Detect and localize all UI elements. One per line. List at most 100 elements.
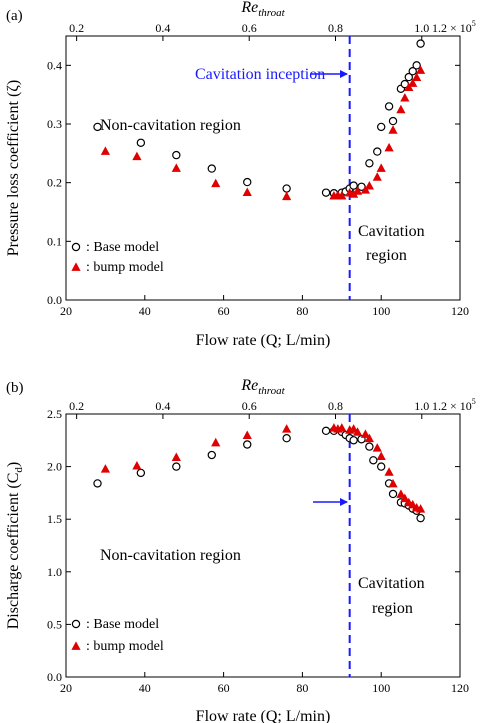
data-point-bump-model: [171, 452, 181, 462]
data-point-base-model: [321, 188, 331, 197]
y-tick-label: 2.0: [47, 460, 62, 474]
y-axis-label: Pressure loss coefficient (ζ): [5, 80, 22, 257]
data-point-base-model: [408, 66, 417, 76]
top-scale-exponent: 5: [472, 19, 476, 28]
data-point-base-model: [207, 450, 216, 460]
legend-item: : Base model: [71, 240, 159, 255]
top-tick-label: 0.4: [155, 21, 170, 35]
top-tick-label: 0.6: [242, 21, 257, 35]
data-point-base-model: [388, 489, 398, 499]
non-cavitation-region-label: Non-cavitation region: [100, 117, 241, 134]
cavitation-region-label-line1: Cavitation: [358, 223, 425, 240]
data-point-base-model: [365, 442, 374, 451]
legend-item: : Base model: [71, 617, 159, 632]
data-point-bump-model: [352, 427, 363, 436]
series-base-model: [93, 426, 425, 523]
data-point-bump-model: [388, 478, 398, 488]
data-point-bump-model: [282, 191, 292, 201]
data-point-base-model: [349, 436, 358, 445]
data-point-bump-model: [211, 178, 221, 188]
x-tick-label: 40: [139, 681, 151, 695]
top-scale-label: 1.2 × 105: [432, 397, 476, 413]
data-point-bump-model: [242, 187, 252, 196]
data-point-bump-model: [360, 429, 371, 438]
top-tick-label: 1.0: [414, 21, 429, 35]
data-point-base-model: [243, 440, 252, 449]
legend-triangle-marker: [71, 262, 81, 271]
data-point-base-model: [93, 122, 102, 132]
x-tick-label: 60: [218, 681, 230, 695]
data-point-bump-model: [372, 443, 382, 452]
data-point-base-model: [369, 456, 378, 465]
data-point-base-model: [93, 479, 102, 488]
data-point-bump-model: [408, 78, 418, 87]
top-tick-label: 0.4: [155, 399, 170, 413]
x-tick-label: 20: [60, 304, 72, 318]
top-scale-exponent: 5: [472, 397, 476, 406]
x-tick-label: 80: [296, 681, 308, 695]
top-axis-title: Rethroat: [240, 377, 285, 397]
non-cavitation-region-label: Non-cavitation region: [100, 547, 241, 564]
top-axis-title: Rethroat: [240, 0, 285, 19]
top-scale-value: 1.2: [432, 399, 447, 413]
cavitation-inception-label: Cavitation inception: [195, 66, 325, 83]
cavitation-region-label-line1: Cavitation: [358, 575, 425, 592]
y-tick-label: 0.2: [47, 176, 62, 190]
top-scale-multiplier: × 10: [447, 21, 472, 35]
legend-label: : Base model: [86, 240, 159, 255]
data-point-base-model: [282, 433, 291, 443]
x-tick-label: 60: [218, 304, 230, 318]
panel-label: (b): [6, 380, 24, 396]
y-tick-label: 1.5: [47, 512, 62, 526]
data-point-bump-model: [400, 93, 410, 102]
data-point-base-model: [207, 164, 216, 173]
legend-label: : bump model: [86, 260, 164, 275]
legend-item: : bump model: [71, 639, 164, 654]
data-point-base-model: [377, 122, 386, 132]
data-point-base-model: [365, 159, 374, 168]
data-point-bump-model: [412, 72, 422, 81]
data-point-bump-model: [364, 181, 374, 190]
x-tick-label: 100: [372, 304, 390, 318]
top-scale-value: 1.2: [432, 21, 447, 35]
top-tick-label: 0.6: [242, 399, 257, 413]
top-tick-label: 0.2: [69, 21, 84, 35]
data-point-bump-model: [352, 186, 363, 195]
y-tick-label: 0.0: [47, 293, 62, 307]
data-point-base-model: [172, 150, 181, 160]
panel-label: (a): [6, 8, 23, 24]
data-point-bump-model: [384, 467, 394, 476]
data-point-base-model: [377, 462, 386, 471]
x-tick-label: 20: [60, 681, 72, 695]
y-tick-label: 0.5: [47, 617, 62, 631]
top-tick-label: 0.8: [328, 399, 343, 413]
data-point-bump-model: [171, 163, 181, 172]
series-bump-model: [100, 65, 426, 201]
cavitation-region-label-line2: region: [372, 600, 413, 617]
data-point-base-model: [282, 184, 291, 193]
y-tick-label: 0.1: [47, 234, 62, 248]
top-tick-label: 0.2: [69, 399, 84, 413]
series-bump-model: [100, 423, 426, 513]
data-point-base-model: [172, 462, 181, 471]
x-tick-label: 80: [296, 304, 308, 318]
data-point-bump-model: [100, 146, 110, 155]
plot-frame: [65, 413, 461, 678]
data-point-bump-model: [372, 172, 382, 181]
data-point-base-model: [373, 147, 382, 156]
x-tick-label: 40: [139, 304, 151, 318]
legend-triangle-marker: [71, 641, 81, 650]
data-point-bump-model: [388, 125, 398, 134]
top-axis-title-sub: throat: [258, 385, 285, 397]
top-tick-label: 1.0: [414, 399, 429, 413]
data-point-base-model: [321, 426, 331, 436]
legend-item: : bump model: [71, 260, 164, 275]
top-axis-title-main: Re: [240, 0, 258, 16]
data-point-base-model: [416, 39, 425, 48]
data-point-base-model: [136, 138, 146, 147]
data-point-bump-model: [384, 142, 394, 152]
cavitation-region-label-line2: region: [366, 247, 407, 264]
panel-a: (a) Rethroat 20 40 60 80 100 120 0.2 0.4 0.6 0.8 1.0…: [5, 0, 476, 349]
data-point-base-model: [349, 181, 358, 190]
data-point-bump-model: [211, 437, 221, 447]
